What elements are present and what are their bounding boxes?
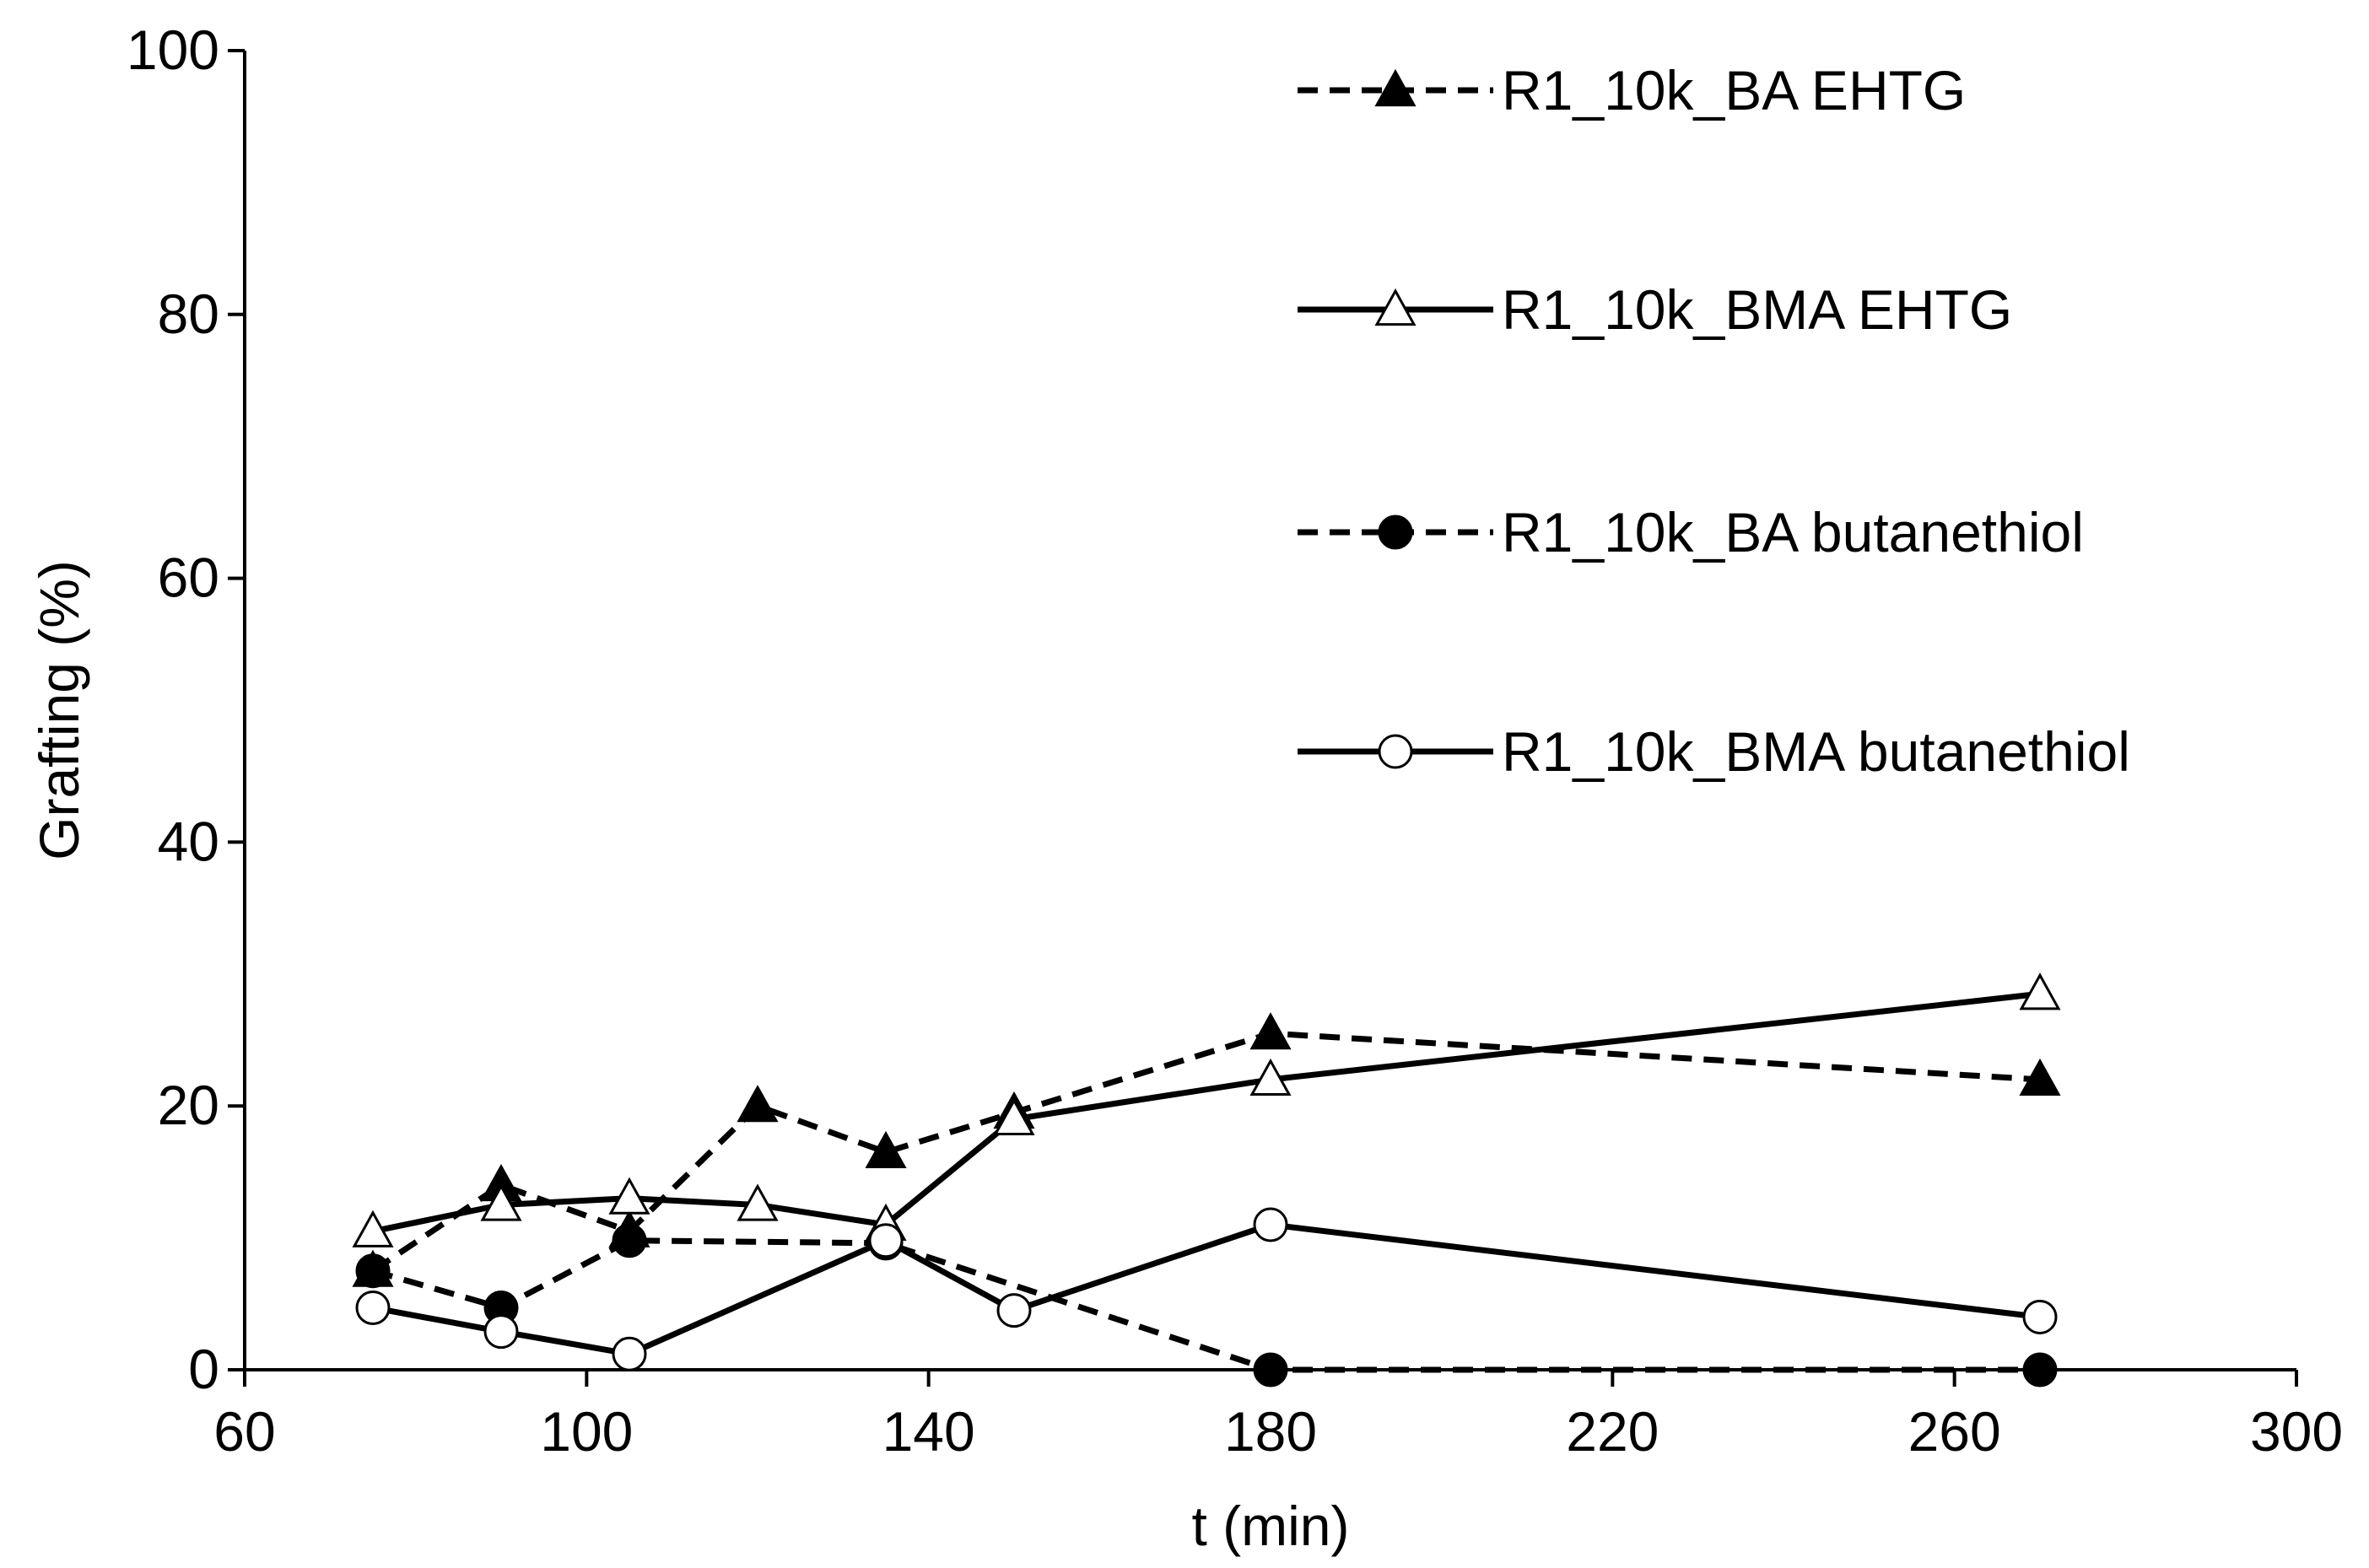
data-point (737, 1085, 779, 1123)
data-point (612, 1336, 647, 1371)
legend-marker (1374, 288, 1417, 326)
data-point (480, 1183, 522, 1221)
legend-item: R1_10k_BA butanethiol (1298, 501, 2084, 563)
y-axis-title: Grafting (%) (28, 560, 90, 860)
data-point (2019, 1058, 2061, 1097)
series-4 (355, 1207, 2058, 1371)
data-point (1249, 1058, 1292, 1097)
data-point (355, 1290, 391, 1325)
data-point (1253, 1352, 1288, 1387)
y-tick-label: 0 (188, 1338, 219, 1400)
data-point (2022, 1299, 2058, 1334)
x-tick-label: 300 (2250, 1400, 2343, 1463)
series-line (372, 1237, 2040, 1373)
legend-item: R1_10k_BMA butanethiol (1298, 720, 2130, 783)
x-tick-label: 60 (213, 1400, 275, 1463)
data-point (2022, 1352, 2058, 1387)
data-point (612, 1223, 647, 1258)
x-axis-title: t (min) (1192, 1495, 1350, 1557)
x-tick-label: 220 (1566, 1400, 1659, 1463)
x-tick-label: 260 (1908, 1400, 2001, 1463)
legend-label: R1_10k_BMA butanethiol (1502, 720, 2130, 783)
legend: R1_10k_BA EHTG R1_10k_BMA EHTG R1_10k_BA b… (1298, 59, 2130, 783)
legend-label: R1_10k_BMA EHTG (1502, 278, 2012, 341)
y-tick-label: 100 (127, 19, 219, 81)
series-line (372, 990, 2041, 1235)
data-point (1249, 1012, 1292, 1050)
y-tick-label: 80 (158, 283, 219, 345)
data-point (865, 1130, 907, 1169)
series-3 (355, 1223, 2058, 1387)
y-tick-label: 60 (158, 547, 219, 609)
data-point (993, 1097, 1035, 1135)
data-point (352, 1210, 394, 1247)
legend-marker (1374, 68, 1417, 107)
data-point (868, 1223, 904, 1258)
x-tick-label: 180 (1224, 1400, 1317, 1463)
legend-marker (1378, 515, 1413, 550)
data-point (355, 1253, 391, 1289)
y-tick-label: 20 (158, 1074, 219, 1136)
legend-marker (1378, 734, 1413, 769)
axes: 0 20 40 60 80 100 60 100 140 180 220 260 300 t (min) G… (28, 19, 2343, 1557)
y-tick-label: 40 (158, 810, 219, 872)
legend-label: R1_10k_BA EHTG (1502, 59, 1966, 121)
legend-label: R1_10k_BA butanethiol (1502, 501, 2084, 563)
series-line (371, 1030, 2041, 1274)
data-point (483, 1314, 519, 1350)
series-layer (352, 973, 2061, 1387)
legend-item: R1_10k_BA EHTG (1298, 59, 1966, 121)
series-2 (352, 973, 2061, 1247)
legend-item: R1_10k_BMA EHTG (1298, 278, 2012, 341)
x-tick-label: 100 (540, 1400, 633, 1463)
data-point (1253, 1207, 1288, 1242)
data-point (608, 1177, 650, 1215)
data-point (2019, 973, 2061, 1010)
data-point (737, 1183, 779, 1221)
x-tick-label: 140 (882, 1400, 975, 1463)
data-point (996, 1293, 1032, 1328)
